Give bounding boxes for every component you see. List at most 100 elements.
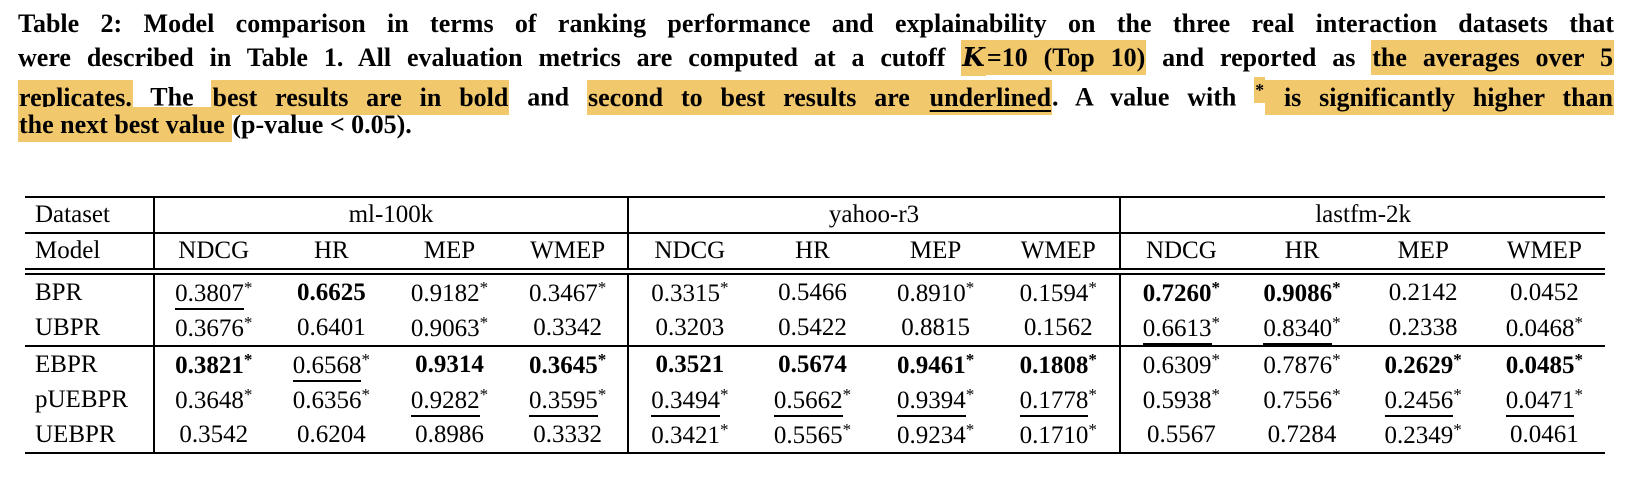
table-cell: 0.9461* — [874, 346, 997, 382]
table-cell-value: 0.2338 — [1389, 314, 1458, 341]
metric-value: 0.0485 — [1505, 351, 1575, 379]
table-cell-value: 0.5662* — [773, 385, 851, 417]
caption-text: . A value with — [1052, 82, 1255, 112]
table-cell-value: 0.3807* — [175, 277, 253, 310]
table-cell-value: 0.3315* — [651, 278, 728, 307]
table-cell-value: 0.1778* — [1019, 384, 1097, 417]
metric-header-ml-100k-mep: MEP — [423, 237, 476, 264]
table-cell: 0.2349* — [1363, 417, 1484, 453]
results-table: Dataset ml-100k yahoo-r3 lastfm-2k Model NDCG… — [25, 196, 1605, 454]
metric-value: 0.5565 — [773, 421, 843, 449]
metric-value: 0.3542 — [179, 420, 249, 448]
table-cell: 0.2142 — [1363, 272, 1484, 311]
caption-text: and reported as — [1146, 42, 1372, 72]
significance-star: * — [1332, 384, 1341, 404]
table-cell: 0.0452 — [1484, 272, 1605, 311]
metric-header-yahoo-r3-hr: HR — [795, 237, 830, 264]
table-cell: 0.3315* — [628, 272, 751, 311]
table-cell: 0.8815 — [874, 310, 997, 346]
significance-star: * — [1574, 312, 1583, 332]
metric-header-ml-100k-hr: HR — [314, 237, 349, 264]
caption-line-3: replicates. The best results are in bold… — [18, 74, 1615, 115]
table-cell: 0.7876* — [1241, 346, 1362, 382]
metric-value: 0.8910 — [896, 279, 966, 307]
table-cell-value: 0.6356* — [293, 385, 370, 414]
caption-highlighted-text: K — [961, 39, 986, 76]
table-body: BPR 0.3807* 0.6625 0.9182* 0.3467* 0.3315* 0.5… — [25, 271, 1605, 453]
table-cell-value: 0.3542 — [179, 421, 248, 448]
table-cell: 0.8340* — [1241, 310, 1362, 346]
significance-star: * — [1211, 349, 1221, 369]
table-cell: 0.6309* — [1120, 346, 1241, 382]
significance-star: * — [479, 384, 489, 404]
model-name: EBPR — [25, 346, 156, 382]
table-cell-value: 0.6613* — [1142, 312, 1221, 345]
significance-star: * — [1332, 277, 1341, 297]
table-cell: 0.6613* — [1120, 310, 1241, 346]
table-cell-value: 0.6625 — [297, 279, 366, 306]
caption-line-4: the next best value (p-value < 0.05). — [18, 106, 1614, 142]
caption-highlighted-text: best results are in bold — [211, 79, 510, 115]
table-cell-value: 0.9282* — [410, 384, 489, 417]
caption-highlighted-text: * — [1254, 77, 1266, 103]
significance-star: * — [597, 277, 607, 297]
dataset-header-row: Dataset ml-100k yahoo-r3 lastfm-2k — [25, 197, 1605, 233]
significance-star: * — [1453, 349, 1462, 369]
metric-value: 0.5466 — [778, 278, 847, 306]
metric-value: 0.6309 — [1142, 351, 1212, 379]
table-cell: 0.1562 — [997, 310, 1122, 346]
table-cell-value: 0.3342 — [533, 314, 602, 341]
table-cell: 0.3648* — [154, 382, 272, 417]
table-cell: 0.5674 — [751, 346, 874, 382]
caption-line-2: were described in Table 1. All evaluatio… — [18, 39, 1615, 76]
table-cell: 0.8910* — [874, 272, 997, 311]
caption-text: were described in Table 1. All evaluatio… — [18, 42, 962, 72]
table-cell: 0.6625 — [272, 272, 390, 311]
caption-highlighted-text: is significantly higher than — [1265, 79, 1615, 115]
metric-value: 0.8815 — [901, 313, 970, 341]
metric-value: 0.6401 — [296, 313, 366, 341]
table-cell: 0.8986 — [390, 417, 508, 453]
significance-star: * — [479, 277, 489, 297]
table-cell-value: 0.3467* — [529, 277, 607, 307]
table-cell: 0.5466 — [751, 272, 874, 311]
metric-value: 0.6568 — [292, 351, 362, 382]
table-cell-value: 0.7876* — [1263, 350, 1340, 379]
metric-value: 0.1778 — [1019, 386, 1089, 417]
significance-star: * — [842, 419, 852, 439]
table-cell-value: 0.9063* — [410, 312, 489, 342]
dataset-group-lastfm-2k: lastfm-2k — [1315, 201, 1412, 228]
caption-highlighted-text: second to best results are — [587, 79, 929, 115]
table-cell: 0.1808* — [997, 346, 1122, 382]
metric-value: 0.9063 — [410, 314, 480, 342]
metric-value: 0.0461 — [1509, 420, 1579, 448]
significance-star: * — [597, 384, 607, 404]
metric-header-yahoo-r3-ndcg: NDCG — [654, 237, 726, 264]
metric-value: 0.6204 — [296, 420, 366, 448]
metric-value: 0.2629 — [1384, 351, 1454, 379]
metric-header-lastfm-2k-mep: MEP — [1397, 237, 1449, 264]
significance-star: * — [965, 277, 975, 297]
table-cell: 0.5565* — [751, 417, 874, 453]
significance-star: * — [479, 312, 489, 332]
significance-star: * — [1088, 384, 1097, 404]
table-cell-value: 0.5422 — [778, 314, 847, 341]
metric-value: 0.3595 — [529, 386, 598, 417]
significance-star: * — [1211, 312, 1221, 332]
table-cell-value: 0.6309* — [1142, 349, 1221, 379]
significance-star: * — [243, 277, 253, 297]
table-cell-value: 0.7556* — [1263, 384, 1341, 414]
table-cell-value: 0.5674 — [778, 351, 847, 378]
caption-highlighted-text: the averages over 5 — [1371, 39, 1615, 75]
significance-star: * — [361, 349, 370, 369]
metric-value: 0.6613 — [1142, 314, 1212, 345]
table-cell: 0.3821* — [154, 346, 272, 382]
table-cell: 0.9234* — [874, 417, 997, 453]
table-cell-value: 0.9461* — [897, 350, 974, 379]
caption-highlighted-text: the next best value — [18, 106, 233, 142]
table-cell-value: 0.7260* — [1143, 278, 1220, 307]
metric-value: 0.2338 — [1388, 313, 1458, 341]
caption-line-1: Table 2: Model comparison in terms of ra… — [18, 7, 1614, 41]
metric-header-lastfm-2k-ndcg: NDCG — [1145, 237, 1217, 264]
model-name: BPR — [25, 271, 156, 310]
